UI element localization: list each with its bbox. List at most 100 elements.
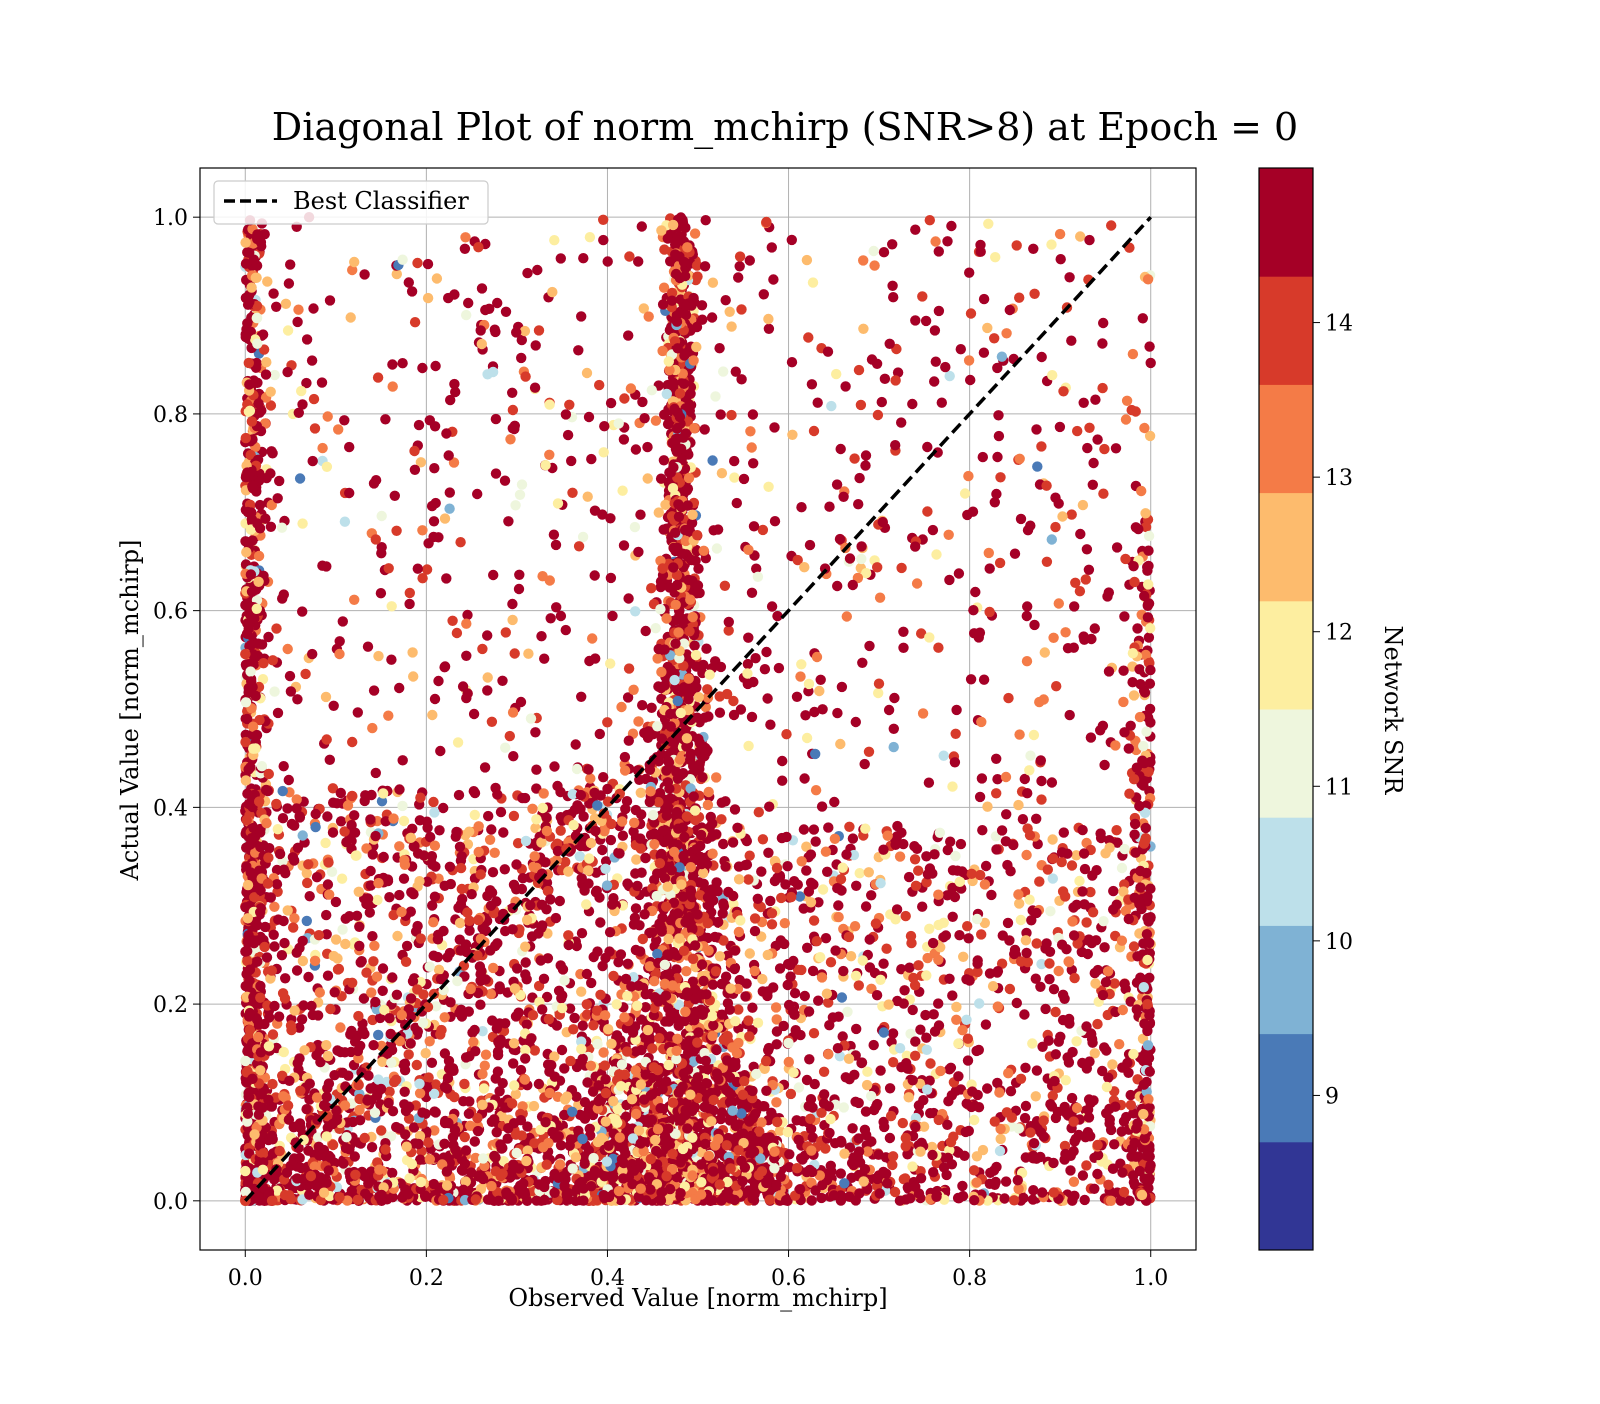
scatter-point [661,613,671,623]
scatter-point [819,1067,829,1077]
scatter-point [253,1032,263,1042]
scatter-point [677,549,687,559]
scatter-point [350,1037,360,1047]
scatter-point [311,1181,321,1191]
scatter-point [255,523,265,533]
scatter-point [616,949,626,959]
scatter-point [245,666,255,676]
scatter-point [510,983,520,993]
scatter-point [354,922,364,932]
scatter-point [372,895,382,905]
scatter-point [259,942,269,952]
scatter-point [679,379,689,389]
scatter-point [600,1074,610,1084]
scatter-point [272,879,282,889]
scatter-point [354,941,364,951]
scatter-point [422,817,432,827]
scatter-point [619,1012,629,1022]
scatter-point [683,1047,693,1057]
scatter-point [720,796,730,806]
scatter-point [434,965,444,975]
scatter-point [681,301,691,311]
scatter-point [641,989,651,999]
scatter-point [308,1010,318,1020]
scatter-point [479,1083,489,1093]
scatter-point [672,807,682,817]
scatter-point [622,878,632,888]
scatter-point [257,761,267,771]
scatter-point [509,811,519,821]
scatter-point [246,569,256,579]
scatter-point [242,815,252,825]
scatter-point [269,1001,279,1011]
scatter-point [608,971,618,981]
scatter-point [267,965,277,975]
scatter-point [427,1058,437,1068]
scatter-point [255,907,265,917]
scatter-point [660,500,670,510]
scatter-point [673,908,683,918]
scatter-point [671,600,681,610]
scatter-point [429,807,439,817]
scatter-point [392,931,402,941]
scatter-point [267,1079,277,1089]
scatter-point [689,791,699,801]
scatter-point [243,764,253,774]
scatter-point [370,1108,380,1118]
scatter-point [491,1073,501,1083]
scatter-point [665,793,675,803]
scatter-point [679,946,689,956]
scatter-point [258,658,268,668]
scatter-point [289,913,299,923]
scatter-point [347,978,357,988]
scatter-point [663,1123,673,1133]
scatter-point [662,949,672,959]
scatter-point [631,903,641,913]
scatter-point [652,653,662,663]
scatter-point [322,811,332,821]
scatter-point [731,1121,741,1131]
scatter-point [302,878,312,888]
scatter-point [323,971,333,981]
scatter-point [404,1049,414,1059]
scatter-point [397,801,407,811]
scatter-point [512,963,522,973]
scatter-point [708,1020,718,1030]
scatter-point [359,1171,369,1181]
scatter-point [527,804,537,814]
scatter-point [656,582,666,592]
scatter-point [245,965,255,975]
scatter-point [255,1065,265,1075]
scatter-point [439,1139,449,1149]
scatter-point [367,1142,377,1152]
scatter-point [586,978,596,988]
scatter-point [629,818,639,828]
chart-title: Diagonal Plot of norm_mchirp (SNR>8) at … [272,105,1298,150]
scatter-point [658,299,668,309]
scatter-point [704,787,714,797]
scatter-point [394,1123,404,1133]
scatter-point [252,313,262,323]
scatter-point [595,990,605,1000]
scatter-point [652,949,662,959]
scatter-point [545,1088,555,1098]
scatter-point [612,1030,622,1040]
scatter-point [600,1060,610,1070]
scatter-point [575,851,585,861]
scatter-point [423,1072,433,1082]
scatter-point [526,1033,536,1043]
scatter-point [577,928,587,938]
scatter-point [331,934,341,944]
scatter-point [407,824,417,834]
scatter-point [401,957,411,967]
scatter-point [738,1090,748,1100]
scatter-point [273,914,283,924]
scatter-point [605,927,615,937]
scatter-point [604,946,614,956]
scatter-point [578,1195,588,1205]
scatter-point [416,933,426,943]
scatter-point [274,1011,284,1021]
scatter-point [252,956,262,966]
scatter-point [759,1101,769,1111]
scatter-point [356,957,366,967]
